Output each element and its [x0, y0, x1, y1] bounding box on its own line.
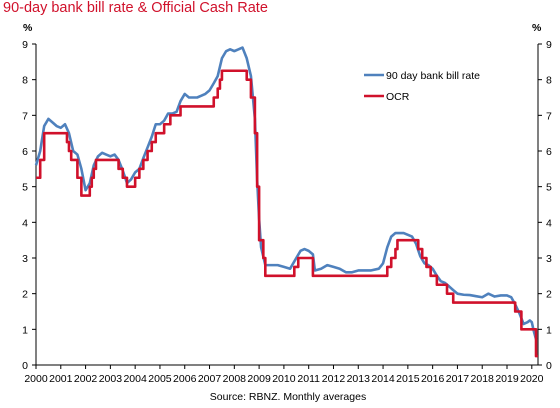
y-tick-label-left: 5: [22, 182, 28, 194]
source-note: Source: RBNZ. Monthly averages: [210, 391, 366, 403]
y-tick-label-right: 9: [546, 39, 552, 51]
y-tick-label-right: 1: [546, 324, 552, 336]
x-tick-label: 2013: [347, 373, 371, 385]
y-tick-label-left: 7: [22, 110, 28, 122]
y-tick-label-left: 4: [22, 217, 28, 229]
y-tick-label-right: 2: [546, 289, 552, 301]
y-tick-label-right: 3: [546, 253, 552, 265]
legend-label: 90 day bank bill rate: [386, 70, 480, 82]
x-tick-label: 2007: [198, 373, 222, 385]
y-tick-label-left: 1: [22, 324, 28, 336]
y-tick-label-left: 6: [22, 146, 28, 158]
y-tick-label-right: 7: [546, 110, 552, 122]
x-tick-label: 2018: [471, 373, 495, 385]
x-tick-label: 2002: [74, 373, 98, 385]
series-line-ocr: [36, 69, 538, 358]
x-tick-label: 2014: [371, 373, 395, 385]
y-tick-label-right: 4: [546, 217, 552, 229]
x-tick-label: 2016: [421, 373, 445, 385]
x-tick-label: 2005: [148, 373, 172, 385]
y-tick-label-right: 0: [546, 360, 552, 372]
series-line-bank-bill-rate: [34, 46, 538, 340]
y-tick-label-left: 3: [22, 253, 28, 265]
y-tick-label-left: 8: [22, 75, 28, 87]
y-tick-label-right: 8: [546, 75, 552, 87]
y-tick-label-left: 0: [22, 360, 28, 372]
y-tick-label-left: 9: [22, 39, 28, 51]
x-tick-label: 2001: [49, 373, 73, 385]
x-tick-label: 2004: [123, 373, 147, 385]
y-tick-label-left: 2: [22, 289, 28, 301]
series-lines: [34, 46, 538, 358]
x-tick-label: 2009: [247, 373, 271, 385]
legend: 90 day bank bill rate OCR: [364, 70, 480, 103]
x-tick-label: 2010: [272, 373, 296, 385]
x-tick-label: 2020: [520, 373, 544, 385]
x-tick-label: 2006: [173, 373, 197, 385]
x-tick-label: 2015: [396, 373, 420, 385]
legend-label: OCR: [386, 91, 410, 103]
y-tick-label-right: 5: [546, 182, 552, 194]
y-axis-unit-right: %: [532, 22, 542, 34]
x-tick-label: 2012: [322, 373, 346, 385]
x-tick-label: 2019: [495, 373, 519, 385]
y-tick-label-right: 6: [546, 146, 552, 158]
x-tick-label: 2003: [99, 373, 123, 385]
chart-title: 90-day bank bill rate & Official Cash Ra…: [3, 0, 268, 16]
x-tick-label: 2011: [297, 373, 320, 385]
x-tick-label: 2008: [223, 373, 247, 385]
axes: 0 0 1 1 2 2 3 3 4 4 5 5 6 6 7 7 8 8 9 9 2000 2001 2002 2003 2004…: [22, 39, 552, 385]
y-axis-unit-left: %: [23, 22, 33, 34]
x-tick-label: 2000: [24, 373, 48, 385]
x-tick-label: 2017: [446, 373, 470, 385]
